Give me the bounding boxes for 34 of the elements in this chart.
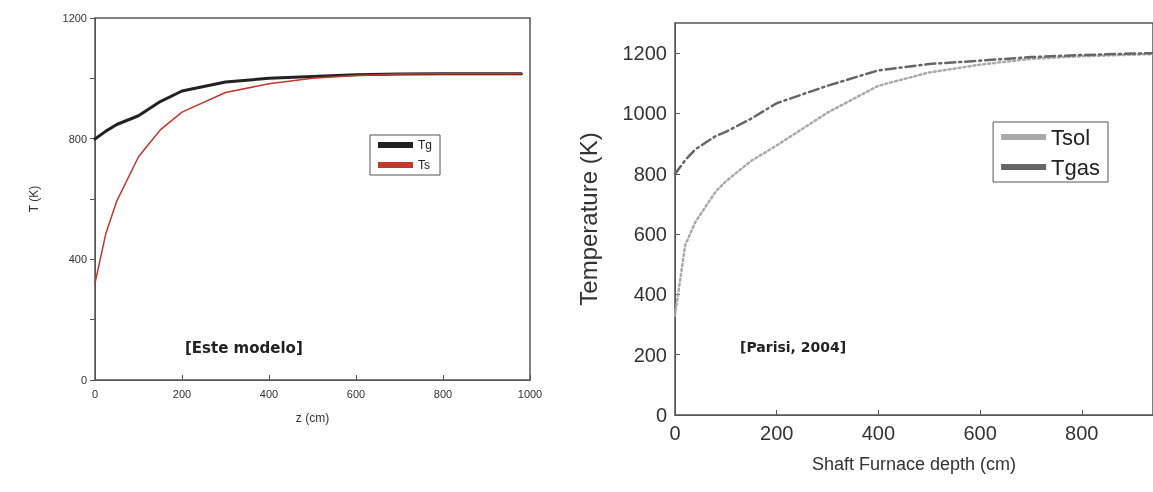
- y-tick-label: 800: [633, 162, 667, 185]
- x-axis-title: z (cm): [295, 411, 330, 425]
- x-tick-label: 1000: [517, 387, 543, 400]
- x-tick-label: 200: [760, 422, 794, 444]
- x-tick-label: 600: [346, 387, 366, 400]
- y-axis-title: T (K): [27, 185, 41, 213]
- x-axis-title: Shaft Furnace depth (cm): [811, 454, 1017, 474]
- legend-label: Tgas: [1051, 154, 1101, 180]
- y-tick-label: 0: [655, 404, 667, 426]
- x-tick-label: 0: [91, 387, 99, 400]
- y-tick-label: 1000: [622, 102, 667, 125]
- x-tick-label: 800: [433, 387, 453, 400]
- line-series: [673, 52, 1153, 317]
- y-tick-label: 0: [80, 374, 87, 386]
- y-tick-label: 1200: [62, 12, 87, 24]
- line-series: [94, 73, 523, 284]
- legend-label: Ts: [418, 158, 430, 172]
- legend-label: Tg: [418, 138, 433, 152]
- x-tick-label: 200: [172, 387, 192, 400]
- x-tick-label: 400: [861, 422, 896, 444]
- y-axis-title: Temperature (K): [574, 132, 602, 306]
- x-tick-label: 600: [963, 422, 997, 444]
- y-tick-label: 200: [633, 343, 667, 366]
- annotation: [Parisi, 2004]: [740, 339, 847, 355]
- y-tick-label: 800: [68, 132, 87, 145]
- y-tick-label: 1200: [622, 42, 667, 65]
- annotation: [Este modelo]: [185, 338, 303, 357]
- x-tick-label: 0: [669, 422, 681, 444]
- x-tick-label: 400: [259, 387, 279, 400]
- legend-label: Tsol: [1051, 124, 1091, 150]
- x-tick-label: 800: [1065, 422, 1099, 444]
- y-tick-label: 600: [633, 223, 667, 246]
- y-tick-label: 400: [68, 253, 87, 266]
- y-tick-label: 400: [633, 283, 667, 306]
